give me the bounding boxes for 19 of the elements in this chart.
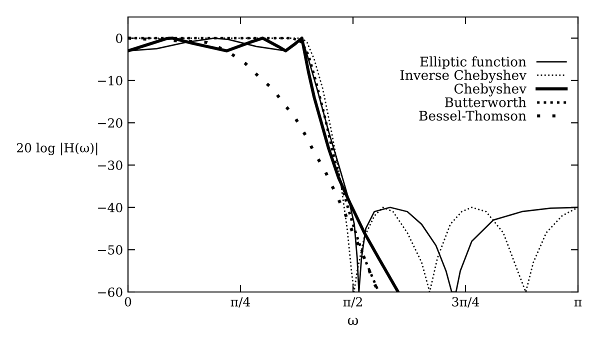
y-tick-label: −60 — [98, 287, 122, 297]
legend-label: Butterworth — [445, 97, 526, 108]
legend-label: Elliptic function — [420, 56, 526, 70]
legend-label: Inverse Chebyshev — [400, 70, 526, 83]
y-axis-title: 20 log |H(ω)| — [16, 142, 98, 156]
x-tick-label: 0 — [124, 297, 132, 307]
y-tick-label: −10 — [98, 76, 122, 86]
y-tick-label: −20 — [98, 118, 122, 128]
y-tick-label: −30 — [98, 160, 122, 170]
x-tick-label: π — [574, 300, 582, 306]
legend-label: Bessel-Thomson — [419, 110, 526, 121]
legend-label: Chebyshev — [454, 83, 526, 96]
y-tick-label: −50 — [98, 245, 122, 255]
y-tick-label: −40 — [98, 202, 122, 212]
x-tick-label: π/2 — [343, 297, 362, 308]
y-tick-label: 0 — [116, 34, 122, 44]
x-axis-title: ω — [348, 318, 358, 326]
x-tick-label: 3π/4 — [452, 297, 480, 308]
x-tick-label: π/4 — [230, 297, 250, 308]
